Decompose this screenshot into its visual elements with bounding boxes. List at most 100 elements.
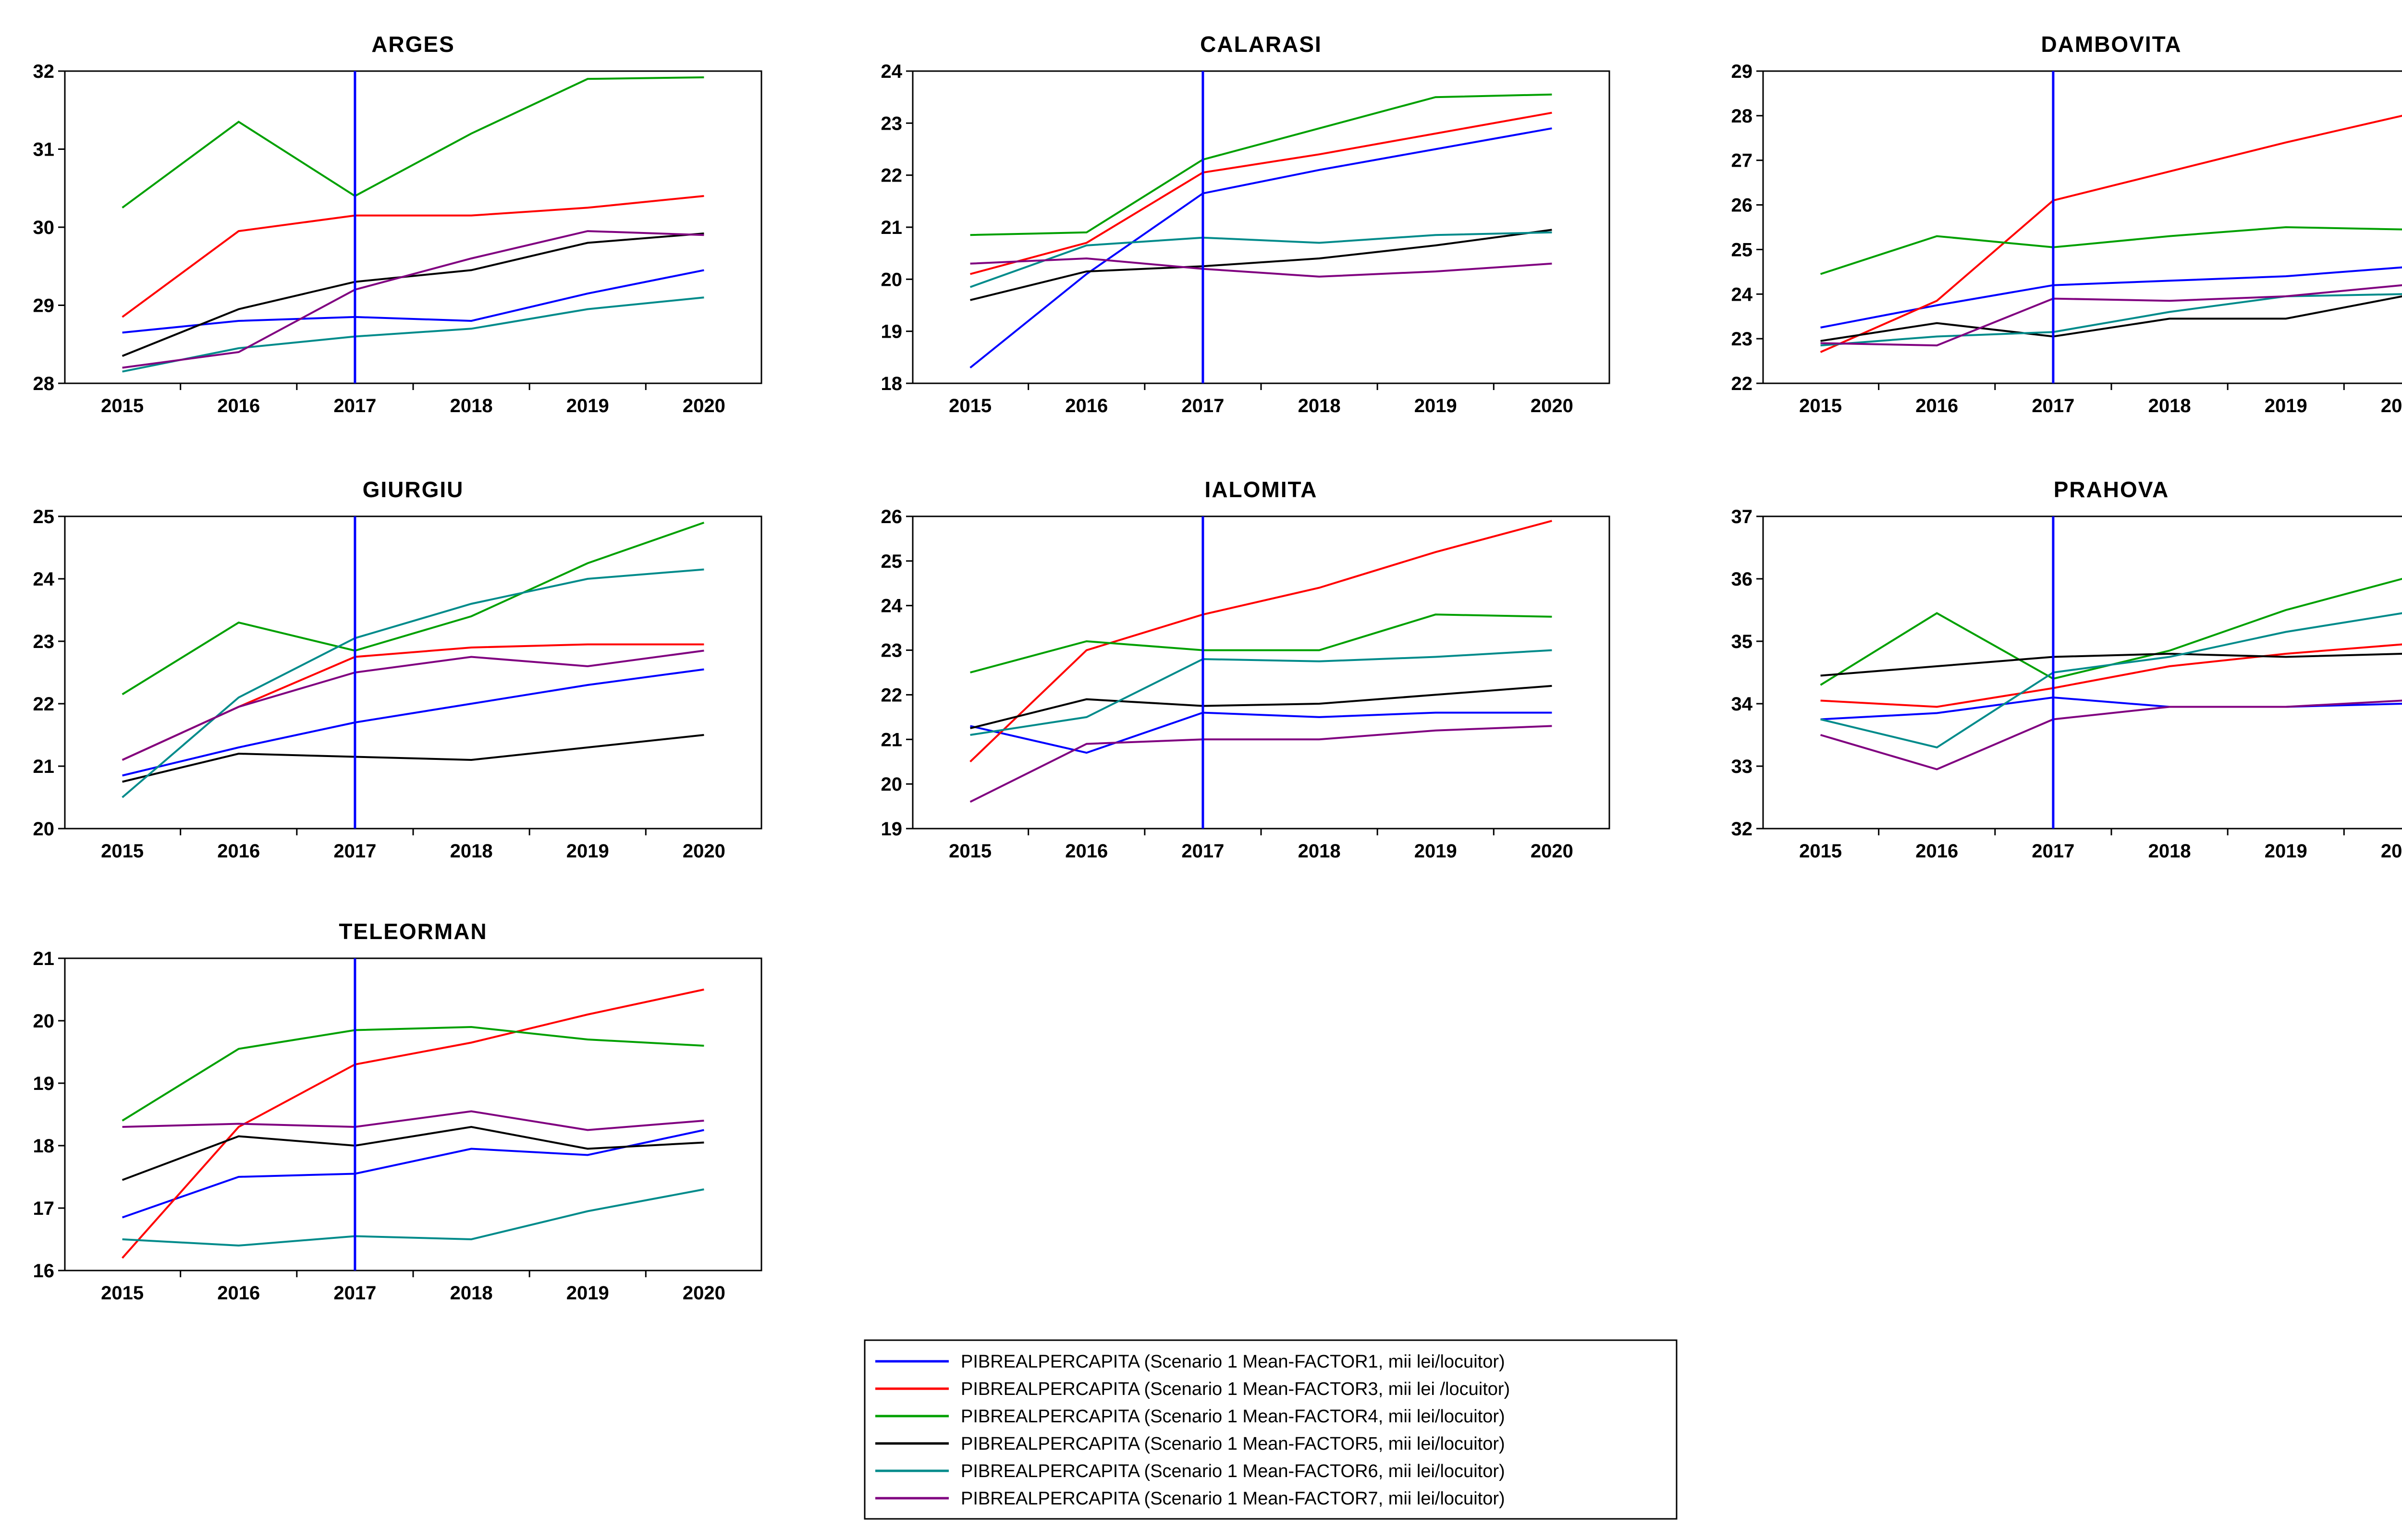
y-tick-label: 23	[881, 640, 903, 661]
series-line-factor-3	[122, 522, 705, 696]
series-line-factor-2	[122, 195, 704, 318]
y-tick-label: 28	[1731, 106, 1753, 127]
x-tick-label: 2019	[2265, 395, 2307, 416]
y-tick-label: 24	[881, 61, 903, 82]
x-tick-label: 2017	[1181, 395, 1224, 416]
legend-item: PIBREALPERCAPITA (Scenario 1 Mean-FACTOR…	[875, 1352, 1505, 1372]
y-tick-label: 21	[33, 756, 55, 777]
legend-label: PIBREALPERCAPITA (Scenario 1 Mean-FACTOR…	[961, 1352, 1505, 1372]
x-tick-label: 2018	[2148, 841, 2191, 862]
y-tick-label: 21	[33, 948, 55, 969]
series-line-factor-3	[122, 1026, 704, 1122]
series-line-factor-4	[970, 684, 1552, 730]
y-tick-label: 24	[881, 596, 903, 617]
x-tick-label: 2018	[1298, 841, 1341, 862]
x-tick-label: 2020	[1531, 841, 1573, 862]
y-tick-label: 23	[881, 113, 903, 134]
x-tick-label: 2016	[1065, 395, 1108, 416]
y-tick-label: 37	[1731, 506, 1753, 527]
y-tick-label: 31	[33, 139, 55, 160]
panel-title: IALOMITA	[1205, 477, 1318, 502]
series-line-factor-4	[1820, 295, 2402, 342]
y-tick-label: 17	[33, 1198, 55, 1219]
series-line-factor-1	[1820, 696, 2402, 721]
y-tick-label: 30	[33, 217, 55, 238]
panel-title: GIURGIU	[363, 477, 464, 502]
x-tick-label: 2020	[2381, 841, 2402, 862]
y-tick-label: 25	[1731, 239, 1753, 260]
x-tick-label: 2020	[683, 395, 725, 416]
legend-item: PIBREALPERCAPITA (Scenario 1 Mean-FACTOR…	[875, 1406, 1505, 1427]
y-tick-label: 16	[33, 1260, 55, 1282]
y-tick-label: 20	[33, 1011, 55, 1032]
series-line-factor-5	[122, 296, 704, 373]
y-tick-label: 28	[33, 373, 55, 394]
series-line-factor-4	[122, 1125, 704, 1181]
x-tick-label: 2016	[1915, 395, 1958, 416]
legend-label: PIBREALPERCAPITA (Scenario 1 Mean-FACTOR…	[961, 1489, 1505, 1509]
plot-frame	[912, 515, 1610, 830]
y-tick-label: 36	[1731, 569, 1753, 590]
y-tick-label: 22	[1731, 373, 1753, 394]
y-tick-label: 26	[1731, 195, 1753, 216]
series-line-factor-4	[970, 229, 1552, 301]
series-line-factor-2	[969, 520, 1552, 763]
x-tick-label: 2016	[1065, 841, 1108, 862]
x-tick-label: 2016	[217, 1283, 260, 1304]
x-tick-label: 2015	[101, 841, 144, 862]
x-tick-label: 2015	[1799, 395, 1842, 416]
series-line-factor-6	[122, 1110, 704, 1131]
y-tick-label: 29	[1731, 61, 1753, 82]
series-line-factor-1	[122, 668, 704, 777]
legend-item: PIBREALPERCAPITA (Scenario 1 Mean-FACTOR…	[875, 1379, 1510, 1399]
y-tick-label: 23	[33, 631, 55, 652]
panel-title: ARGES	[371, 32, 455, 57]
series-line-factor-1	[122, 1129, 704, 1219]
series-line-factor-3	[1820, 226, 2402, 275]
plot-frame	[64, 515, 762, 830]
x-tick-label: 2015	[101, 395, 144, 416]
y-tick-label: 34	[1731, 694, 1753, 715]
series-line-factor-1	[122, 269, 704, 334]
series-line-factor-2	[1820, 114, 2402, 353]
series-line-factor-6	[1820, 284, 2402, 347]
y-tick-label: 21	[881, 217, 903, 238]
x-tick-label: 2020	[1531, 395, 1573, 416]
x-tick-label: 2018	[450, 395, 493, 416]
plot-frame	[912, 70, 1610, 384]
series-line-factor-6	[122, 649, 704, 761]
x-tick-label: 2017	[333, 395, 376, 416]
x-tick-label: 2019	[566, 841, 609, 862]
y-tick-label: 25	[33, 506, 55, 527]
y-tick-label: 26	[881, 506, 903, 527]
x-tick-label: 2019	[1414, 395, 1457, 416]
x-tick-label: 2019	[2265, 841, 2307, 862]
series-line-factor-1	[1820, 266, 2402, 329]
legend-item: PIBREALPERCAPITA (Scenario 1 Mean-FACTOR…	[875, 1489, 1505, 1509]
series-line-factor-6	[1820, 699, 2402, 770]
series-line-factor-5	[122, 1188, 704, 1247]
series-line-factor-4	[122, 232, 704, 357]
legend-label: PIBREALPERCAPITA (Scenario 1 Mean-FACTOR…	[961, 1434, 1505, 1454]
legend-item: PIBREALPERCAPITA (Scenario 1 Mean-FACTOR…	[875, 1434, 1505, 1454]
series-line-factor-5	[970, 649, 1552, 736]
series-line-factor-3	[970, 93, 1552, 236]
x-tick-label: 2017	[2032, 395, 2074, 416]
y-tick-label: 20	[33, 819, 55, 840]
x-tick-label: 2015	[101, 1283, 144, 1304]
x-tick-label: 2019	[1414, 841, 1457, 862]
series-line-factor-5	[969, 231, 1552, 288]
series-line-factor-6	[969, 725, 1552, 803]
x-tick-label: 2020	[683, 1283, 725, 1304]
series-line-factor-2	[122, 989, 704, 1259]
x-tick-label: 2016	[217, 395, 260, 416]
panel-title: PRAHOVA	[2054, 477, 2169, 502]
x-tick-label: 2020	[2381, 395, 2402, 416]
x-tick-label: 2016	[1915, 841, 1958, 862]
x-tick-label: 2018	[2148, 395, 2191, 416]
legend: PIBREALPERCAPITA (Scenario 1 Mean-FACTOR…	[864, 1339, 1678, 1520]
y-tick-label: 27	[1731, 150, 1753, 171]
series-line-factor-5	[1820, 293, 2402, 347]
x-tick-label: 2017	[333, 841, 376, 862]
x-tick-label: 2017	[1181, 841, 1224, 862]
